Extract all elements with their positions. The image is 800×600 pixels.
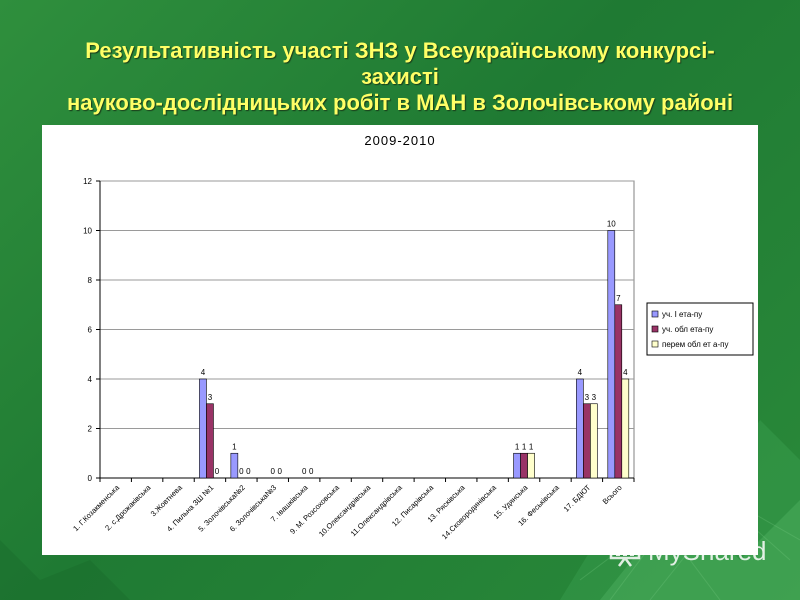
legend-label: уч. обл ета-пу bbox=[662, 325, 713, 334]
slide-title: Результативність участі ЗНЗ у Всеукраїнс… bbox=[20, 38, 780, 116]
legend-label: уч. І ета-пу bbox=[662, 310, 702, 319]
title-line-3: науково-дослідницьких робіт в МАН в Золо… bbox=[66, 90, 734, 115]
y-tick-label: 2 bbox=[88, 425, 93, 434]
y-tick-label: 12 bbox=[83, 177, 92, 186]
data-label: 0 bbox=[246, 467, 251, 476]
x-tick-label: Всього bbox=[601, 483, 624, 506]
data-label: 0 bbox=[215, 467, 220, 476]
chart-panel: 2009-2010 0 2 4 6 8 10 12 1. Г.Козакменська 2. с… bbox=[42, 125, 758, 555]
legend-swatch bbox=[651, 325, 659, 333]
y-tick-label: 8 bbox=[88, 276, 93, 285]
data-label: 4 bbox=[201, 368, 206, 377]
title-line-1: Результативність участі ЗНЗ у Всеукраїнс… bbox=[85, 38, 715, 63]
data-label: 1 bbox=[515, 442, 520, 451]
bar bbox=[199, 378, 207, 479]
x-tick-label: 10.Олександрівська bbox=[317, 482, 373, 538]
data-label: 4 bbox=[578, 368, 583, 377]
data-label: 4 bbox=[623, 368, 628, 377]
bar bbox=[206, 403, 214, 479]
x-tick-label: 14.Сковородинівська bbox=[440, 482, 499, 541]
title-line-2: захисті bbox=[361, 64, 439, 89]
data-label: 0 bbox=[309, 467, 314, 476]
data-label: 3 bbox=[585, 393, 590, 402]
data-label: 0 bbox=[278, 467, 283, 476]
data-label: 1 bbox=[522, 442, 527, 451]
data-label: 0 bbox=[271, 467, 276, 476]
y-tick-label: 4 bbox=[88, 375, 93, 384]
data-label: 3 bbox=[208, 393, 213, 402]
watermark: MyShared bbox=[608, 536, 767, 567]
data-label: 10 bbox=[607, 220, 616, 229]
bar bbox=[513, 452, 521, 479]
legend-swatch bbox=[651, 310, 659, 318]
data-label: 3 bbox=[592, 393, 597, 402]
data-label: 1 bbox=[232, 442, 237, 451]
y-tick-label: 10 bbox=[83, 227, 92, 236]
legend bbox=[646, 302, 754, 356]
bar bbox=[230, 452, 239, 479]
bar bbox=[583, 403, 591, 479]
bar bbox=[520, 452, 528, 479]
presentation-board-icon bbox=[609, 538, 641, 567]
data-label: 7 bbox=[616, 294, 621, 303]
chart-title: 2009-2010 bbox=[364, 133, 436, 148]
bar bbox=[607, 230, 616, 479]
bar bbox=[621, 378, 630, 479]
bar bbox=[590, 403, 598, 479]
data-label: 0 bbox=[302, 467, 307, 476]
data-label: 0 bbox=[239, 467, 244, 476]
legend-label: перем обл ет а-пу bbox=[662, 340, 728, 349]
bar bbox=[576, 378, 584, 479]
x-tick-label: 17. БДЮТ bbox=[562, 483, 593, 514]
watermark-text: MyShared bbox=[648, 536, 767, 566]
legend-swatch bbox=[651, 340, 659, 348]
bar bbox=[527, 452, 535, 479]
bar bbox=[614, 304, 623, 479]
y-tick-label: 6 bbox=[88, 326, 93, 335]
data-label: 1 bbox=[529, 442, 534, 451]
y-tick-label: 0 bbox=[88, 474, 93, 483]
